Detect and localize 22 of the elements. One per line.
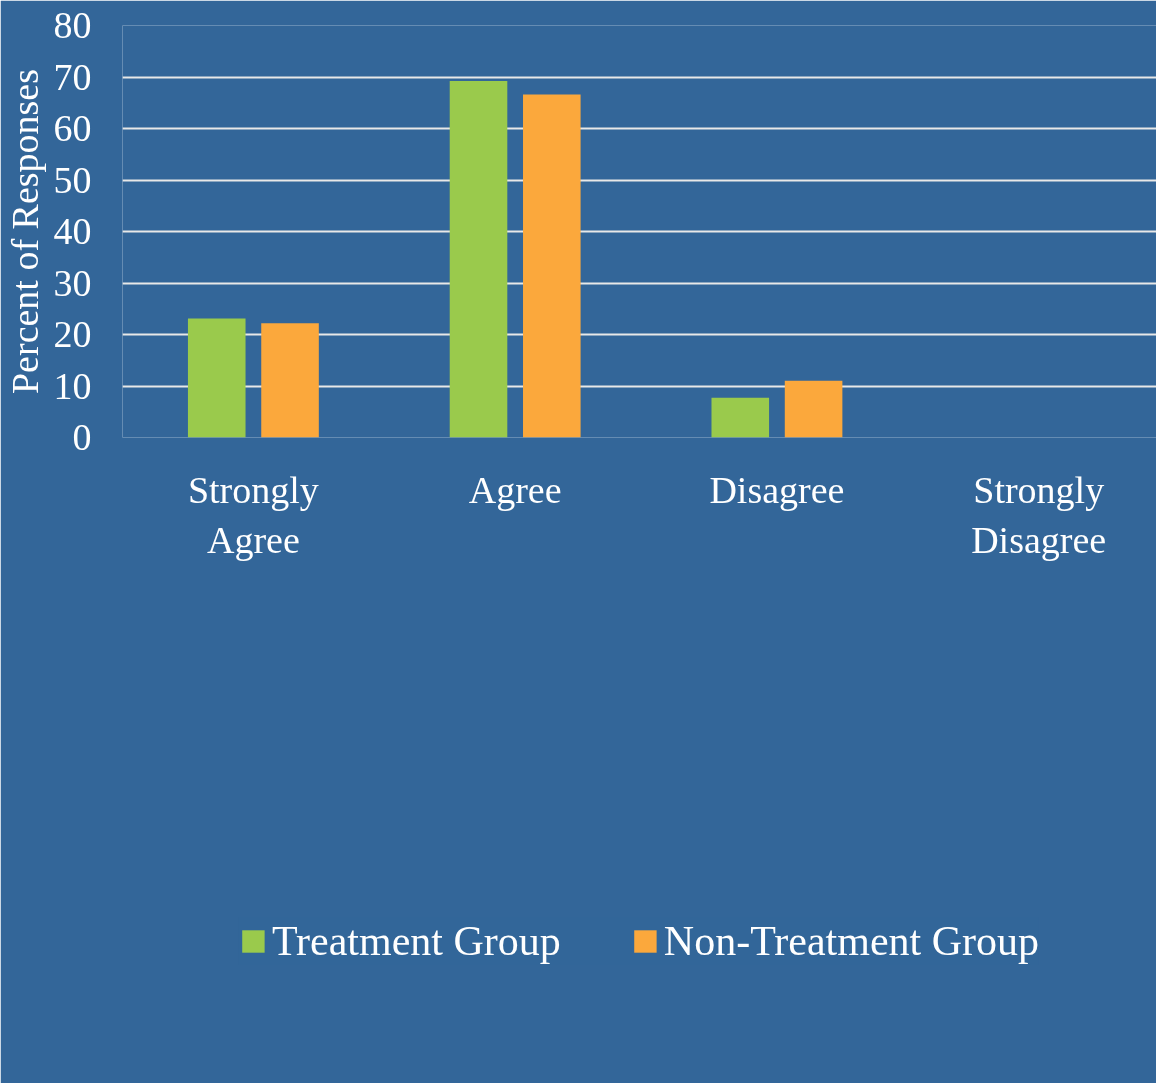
bar	[261, 323, 319, 438]
bar	[784, 380, 843, 438]
bar	[523, 94, 581, 438]
x-tick-label: Disagree	[709, 468, 845, 511]
x-tick-label: Strongly Agree	[187, 468, 319, 561]
y-tick-label: 70	[53, 55, 92, 98]
y-tick-label: 0	[72, 416, 92, 458]
y-tick-label: 20	[53, 313, 92, 355]
bar	[187, 318, 246, 438]
y-axis-title: Percent of Responses	[3, 68, 46, 395]
y-tick-label: 80	[53, 4, 92, 46]
y-tick-label: 50	[53, 158, 92, 201]
x-tick-label: Strongly Disagree	[971, 468, 1107, 561]
legend-label: Treatment Group	[271, 917, 561, 965]
y-tick-label: 10	[53, 364, 92, 407]
legend-label: Non-Treatment Group	[663, 917, 1040, 965]
x-tick-label: Agree	[468, 468, 562, 511]
y-tick-label: 40	[53, 210, 92, 252]
bar	[449, 81, 508, 438]
bar	[711, 397, 770, 438]
y-tick-label: 30	[53, 261, 92, 304]
y-tick-label: 60	[53, 107, 92, 149]
